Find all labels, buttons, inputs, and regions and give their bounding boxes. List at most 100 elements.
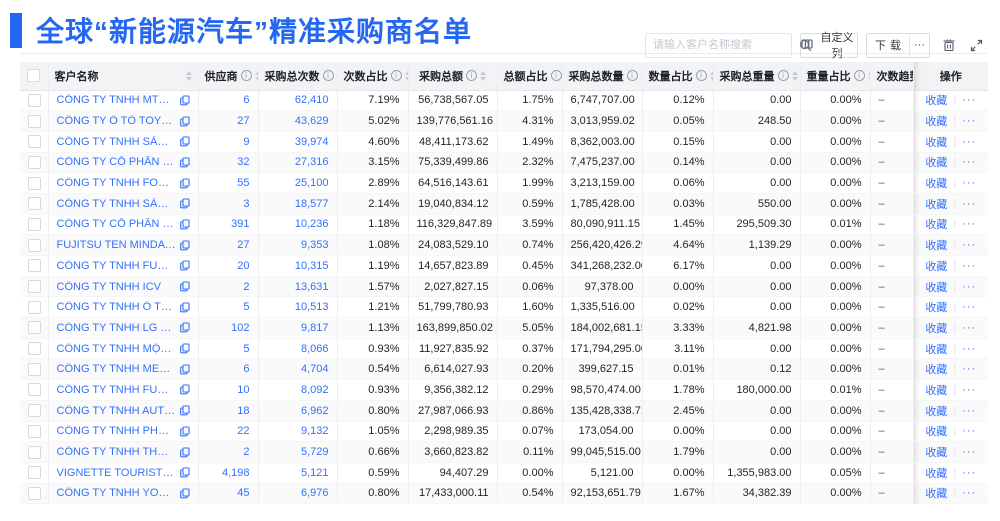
row-more-button[interactable]: ··· [962,363,977,376]
customer-name-link[interactable]: CÔNG TY TNHH MERCEDES–B... [56,363,176,376]
row-more-button[interactable]: ··· [962,301,977,314]
row-checkbox[interactable] [28,404,41,418]
customer-name-link[interactable]: CÔNG TY TNHH ICV [56,280,162,293]
search-input[interactable] [646,39,799,51]
favorite-button[interactable]: 收藏 [925,384,948,397]
favorite-button[interactable]: 收藏 [925,364,948,377]
column-header-name[interactable]: 客户名称 [48,62,199,91]
delete-icon[interactable] [941,35,957,55]
favorite-button[interactable]: 收藏 [925,426,948,439]
copy-icon[interactable] [179,95,190,106]
download-more-button[interactable]: ··· [909,33,929,57]
favorite-button[interactable]: 收藏 [925,116,948,129]
sort-icon[interactable] [791,70,798,81]
info-icon[interactable]: i [240,70,252,82]
row-checkbox[interactable] [28,217,41,231]
copy-icon[interactable] [179,219,190,230]
customer-name-link[interactable]: CÔNG TY TNHH Ô TÔ MITSUBI... [56,301,176,314]
row-more-button[interactable]: ··· [962,177,977,190]
customer-name-link[interactable]: CÔNG TY TNHH FURUKAWA A... [56,383,176,396]
sort-icon[interactable] [480,70,486,81]
customer-name-link[interactable]: CÔNG TY TNHH PHÂN PHỐI T... [56,425,176,438]
favorite-button[interactable]: 收藏 [925,198,948,211]
copy-icon[interactable] [179,446,190,458]
row-more-button[interactable]: ··· [962,342,977,355]
row-checkbox[interactable] [28,486,41,500]
copy-icon[interactable] [179,302,190,313]
row-more-button[interactable]: ··· [962,115,977,128]
copy-icon[interactable] [179,384,190,395]
column-header-times[interactable]: 采购总次数 i [258,62,338,91]
customer-name-link[interactable]: CÔNG TY TNHH FURUKAWA A... [56,259,176,272]
info-icon[interactable]: i [550,70,561,82]
copy-icon[interactable] [179,426,190,437]
row-more-button[interactable]: ··· [962,425,977,438]
row-checkbox[interactable] [28,445,41,459]
row-checkbox[interactable] [28,383,41,397]
info-icon[interactable]: i [322,70,334,82]
fullscreen-icon[interactable] [969,35,985,55]
customer-name-link[interactable]: CÔNG TY TNHH THN AUTOPAR... [56,446,176,459]
customer-name-link[interactable]: CÔNG TY TNHH SẢN XUẤT VÀ ... [56,135,176,148]
row-checkbox[interactable] [28,280,41,294]
copy-icon[interactable] [179,136,190,147]
customer-name-link[interactable]: CÔNG TY Ô TÔ TOYOTA VIỆT ... [56,115,176,128]
row-more-button[interactable]: ··· [962,197,977,210]
customer-name-link[interactable]: CÔNG TY TNHH AUTEL VIỆT N... [56,404,176,417]
row-more-button[interactable]: ··· [962,280,977,293]
sort-icon[interactable] [709,70,712,81]
column-header-qty[interactable]: 采购总数量 i [562,62,643,91]
row-checkbox[interactable] [28,176,41,190]
favorite-button[interactable]: 收藏 [925,260,948,273]
row-checkbox[interactable] [28,466,41,480]
copy-icon[interactable] [179,488,190,499]
copy-icon[interactable] [179,198,190,209]
favorite-button[interactable]: 收藏 [925,95,948,108]
sort-icon[interactable] [640,70,641,81]
copy-icon[interactable] [179,467,190,478]
column-header-weight_pct[interactable]: 重量占比 i [800,62,871,91]
download-button[interactable]: 下载 [875,40,906,52]
row-more-button[interactable]: ··· [962,259,977,272]
row-checkbox[interactable] [28,93,41,107]
row-more-button[interactable]: ··· [962,446,977,459]
customer-name-link[interactable]: CÔNG TY TNHH SẢN XUẤT VÀ ... [56,197,176,210]
row-checkbox[interactable] [28,238,41,252]
customer-name-link[interactable]: CÔNG TY TNHH YOKOWO VIỆT... [56,487,176,500]
search-icon[interactable] [799,39,812,52]
copy-icon[interactable] [179,157,190,168]
customer-name-link[interactable]: CÔNG TY TNHH MỘT THÀNH V... [56,342,176,355]
sort-icon[interactable] [867,70,869,81]
row-more-button[interactable]: ··· [962,404,977,417]
copy-icon[interactable] [179,364,190,375]
copy-icon[interactable] [179,260,190,271]
copy-icon[interactable] [179,178,190,189]
row-more-button[interactable]: ··· [962,239,977,252]
info-icon[interactable]: i [626,70,638,82]
row-more-button[interactable]: ··· [962,466,977,479]
row-more-button[interactable]: ··· [962,135,977,148]
row-checkbox[interactable] [28,321,41,335]
sort-icon[interactable] [404,70,407,81]
favorite-button[interactable]: 收藏 [925,343,948,356]
row-checkbox[interactable] [28,424,41,438]
row-checkbox[interactable] [28,342,41,356]
customer-name-link[interactable]: CÔNG TY TNHH LG ELECTRON... [56,321,176,334]
row-checkbox[interactable] [28,114,41,128]
row-more-button[interactable]: ··· [962,487,977,500]
row-checkbox[interactable] [28,300,41,314]
info-icon[interactable]: i [390,70,402,82]
customer-name-link[interactable]: CÔNG TY CỔ PHẦN SẢN XUẤT... [56,156,176,169]
column-header-amount_pct[interactable]: 总额占比 i [497,62,563,91]
row-more-button[interactable]: ··· [962,321,977,334]
select-all-checkbox[interactable] [27,69,41,83]
info-icon[interactable]: i [466,70,477,82]
customer-name-link[interactable]: CÔNG TY TNHH FORD VIỆT NAM [56,177,176,190]
copy-icon[interactable] [179,281,190,292]
favorite-button[interactable]: 收藏 [925,281,948,294]
row-more-button[interactable]: ··· [962,218,977,231]
copy-icon[interactable] [179,343,190,354]
column-header-times_pct[interactable]: 次数占比 i [337,62,409,91]
copy-icon[interactable] [179,322,190,333]
info-icon[interactable]: i [853,70,865,82]
